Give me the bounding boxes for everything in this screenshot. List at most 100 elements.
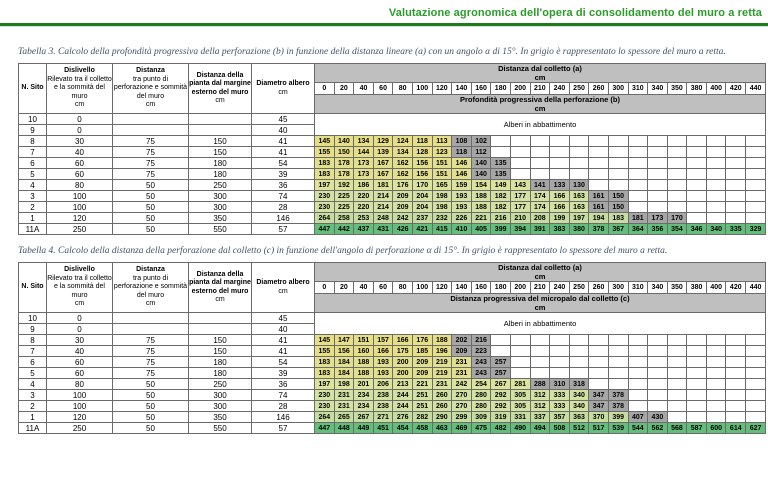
empty-cell	[529, 168, 551, 180]
data-cell: 600	[705, 422, 727, 434]
data-cell: 244	[392, 400, 413, 412]
data-cell: 231	[451, 367, 472, 379]
distance-tick: 180	[490, 281, 511, 294]
empty-cell	[509, 168, 531, 180]
empty-cell	[725, 190, 747, 202]
dislivello-value: 120	[46, 212, 113, 224]
data-cell: 226	[451, 212, 472, 224]
diametro-value: 41	[251, 146, 315, 158]
data-cell: 333	[549, 389, 570, 401]
empty-cell	[745, 356, 766, 368]
data-cell: 173	[353, 157, 374, 169]
data-cell: 173	[353, 168, 374, 180]
data-cell: 458	[411, 422, 433, 434]
empty-cell	[705, 334, 727, 346]
empty-cell	[549, 157, 570, 169]
distanza-value: 75	[112, 146, 189, 158]
empty-cell	[725, 201, 747, 213]
data-cell: 248	[372, 212, 394, 224]
data-cell: 539	[607, 422, 629, 434]
data-cell: 475	[470, 422, 492, 434]
data-cell: 159	[451, 179, 472, 191]
site-number: 10	[18, 113, 47, 125]
empty-cell	[627, 389, 649, 401]
data-cell: 118	[411, 135, 433, 147]
data-cell: 449	[353, 422, 374, 434]
empty-cell	[588, 146, 609, 158]
data-cell: 198	[431, 190, 453, 202]
data-cell: 221	[411, 378, 433, 390]
distance-tick: 0	[314, 82, 335, 95]
data-cell: 163	[568, 190, 590, 202]
table-row: 9 0 40	[18, 323, 766, 335]
data-cell: 193	[451, 201, 472, 213]
data-cell: 140	[333, 135, 355, 147]
data-cell: 149	[490, 179, 511, 191]
pianta-value: 150	[188, 135, 252, 147]
data-cell: 364	[627, 223, 649, 235]
table-row: 10 0 45 Alberi in abbattimento	[18, 312, 766, 335]
data-cell: 305	[509, 400, 531, 412]
empty-cell	[745, 201, 766, 213]
data-cell: 145	[314, 334, 335, 346]
column-header-pianta: Distanza della pianta dal margine estern…	[188, 63, 252, 114]
empty-cell	[666, 345, 688, 357]
distance-tick: 40	[353, 82, 374, 95]
data-cell: 144	[353, 146, 374, 158]
dislivello-value: 100	[46, 190, 113, 202]
data-cell: 230	[314, 201, 335, 213]
distance-tick: 210	[529, 82, 551, 95]
empty-cell	[647, 146, 668, 158]
distanza-value: 50	[112, 223, 189, 235]
empty-cell	[686, 168, 707, 180]
data-cell: 437	[353, 223, 374, 235]
distance-tick: 120	[431, 82, 453, 95]
empty-cell	[607, 179, 629, 191]
site-number: 8	[18, 334, 47, 346]
empty-cell	[745, 367, 766, 379]
empty-cell	[666, 135, 688, 147]
empty-cell	[745, 168, 766, 180]
dislivello-value: 60	[46, 168, 113, 180]
data-cell: 197	[314, 378, 335, 390]
table-row: 3 100 50 300 74 230 231 234 238 244 251 260 270 280 29…	[18, 389, 766, 401]
data-cell: 181	[372, 179, 394, 191]
empty-cell	[686, 378, 707, 390]
data-cell: 399	[607, 411, 629, 423]
table-row: 3 100 50 300 74 230 225 220 214 209 204 198 193 188 18…	[18, 190, 766, 202]
dislivello-value: 0	[46, 323, 113, 335]
data-cell: 102	[470, 135, 492, 147]
empty-cell	[666, 400, 688, 412]
empty-cell	[686, 157, 707, 169]
data-cell: 383	[549, 223, 570, 235]
data-cell: 243	[470, 367, 492, 379]
empty-cell	[745, 179, 766, 191]
empty-cell	[647, 179, 668, 191]
data-cell: 243	[470, 356, 492, 368]
pianta-value: 180	[188, 356, 252, 368]
table-row: 7 40 75 150 41 155 156 160 166 175 185 196 209 223	[18, 345, 766, 357]
distance-tick: 260	[588, 281, 609, 294]
data-cell: 150	[607, 190, 629, 202]
site-number: 5	[18, 367, 47, 379]
data-cell: 188	[431, 334, 453, 346]
data-cell: 161	[588, 201, 609, 213]
data-cell: 134	[392, 146, 413, 158]
data-cell: 280	[470, 389, 492, 401]
empty-cell	[509, 135, 531, 147]
data-cell: 208	[529, 212, 551, 224]
data-cell: 333	[549, 400, 570, 412]
distance-tick: 200	[509, 82, 531, 95]
empty-cell	[666, 356, 688, 368]
distance-tick: 140	[451, 281, 472, 294]
diametro-value: 41	[251, 334, 315, 346]
empty-cell	[627, 356, 649, 368]
empty-cell	[666, 389, 688, 401]
distanza-value: 75	[112, 356, 189, 368]
data-cell: 270	[451, 400, 472, 412]
distance-tick: 420	[725, 82, 747, 95]
distance-tick: 100	[411, 281, 433, 294]
data-cell: 231	[451, 356, 472, 368]
data-cell: 319	[490, 411, 511, 423]
data-cell: 145	[314, 135, 335, 147]
